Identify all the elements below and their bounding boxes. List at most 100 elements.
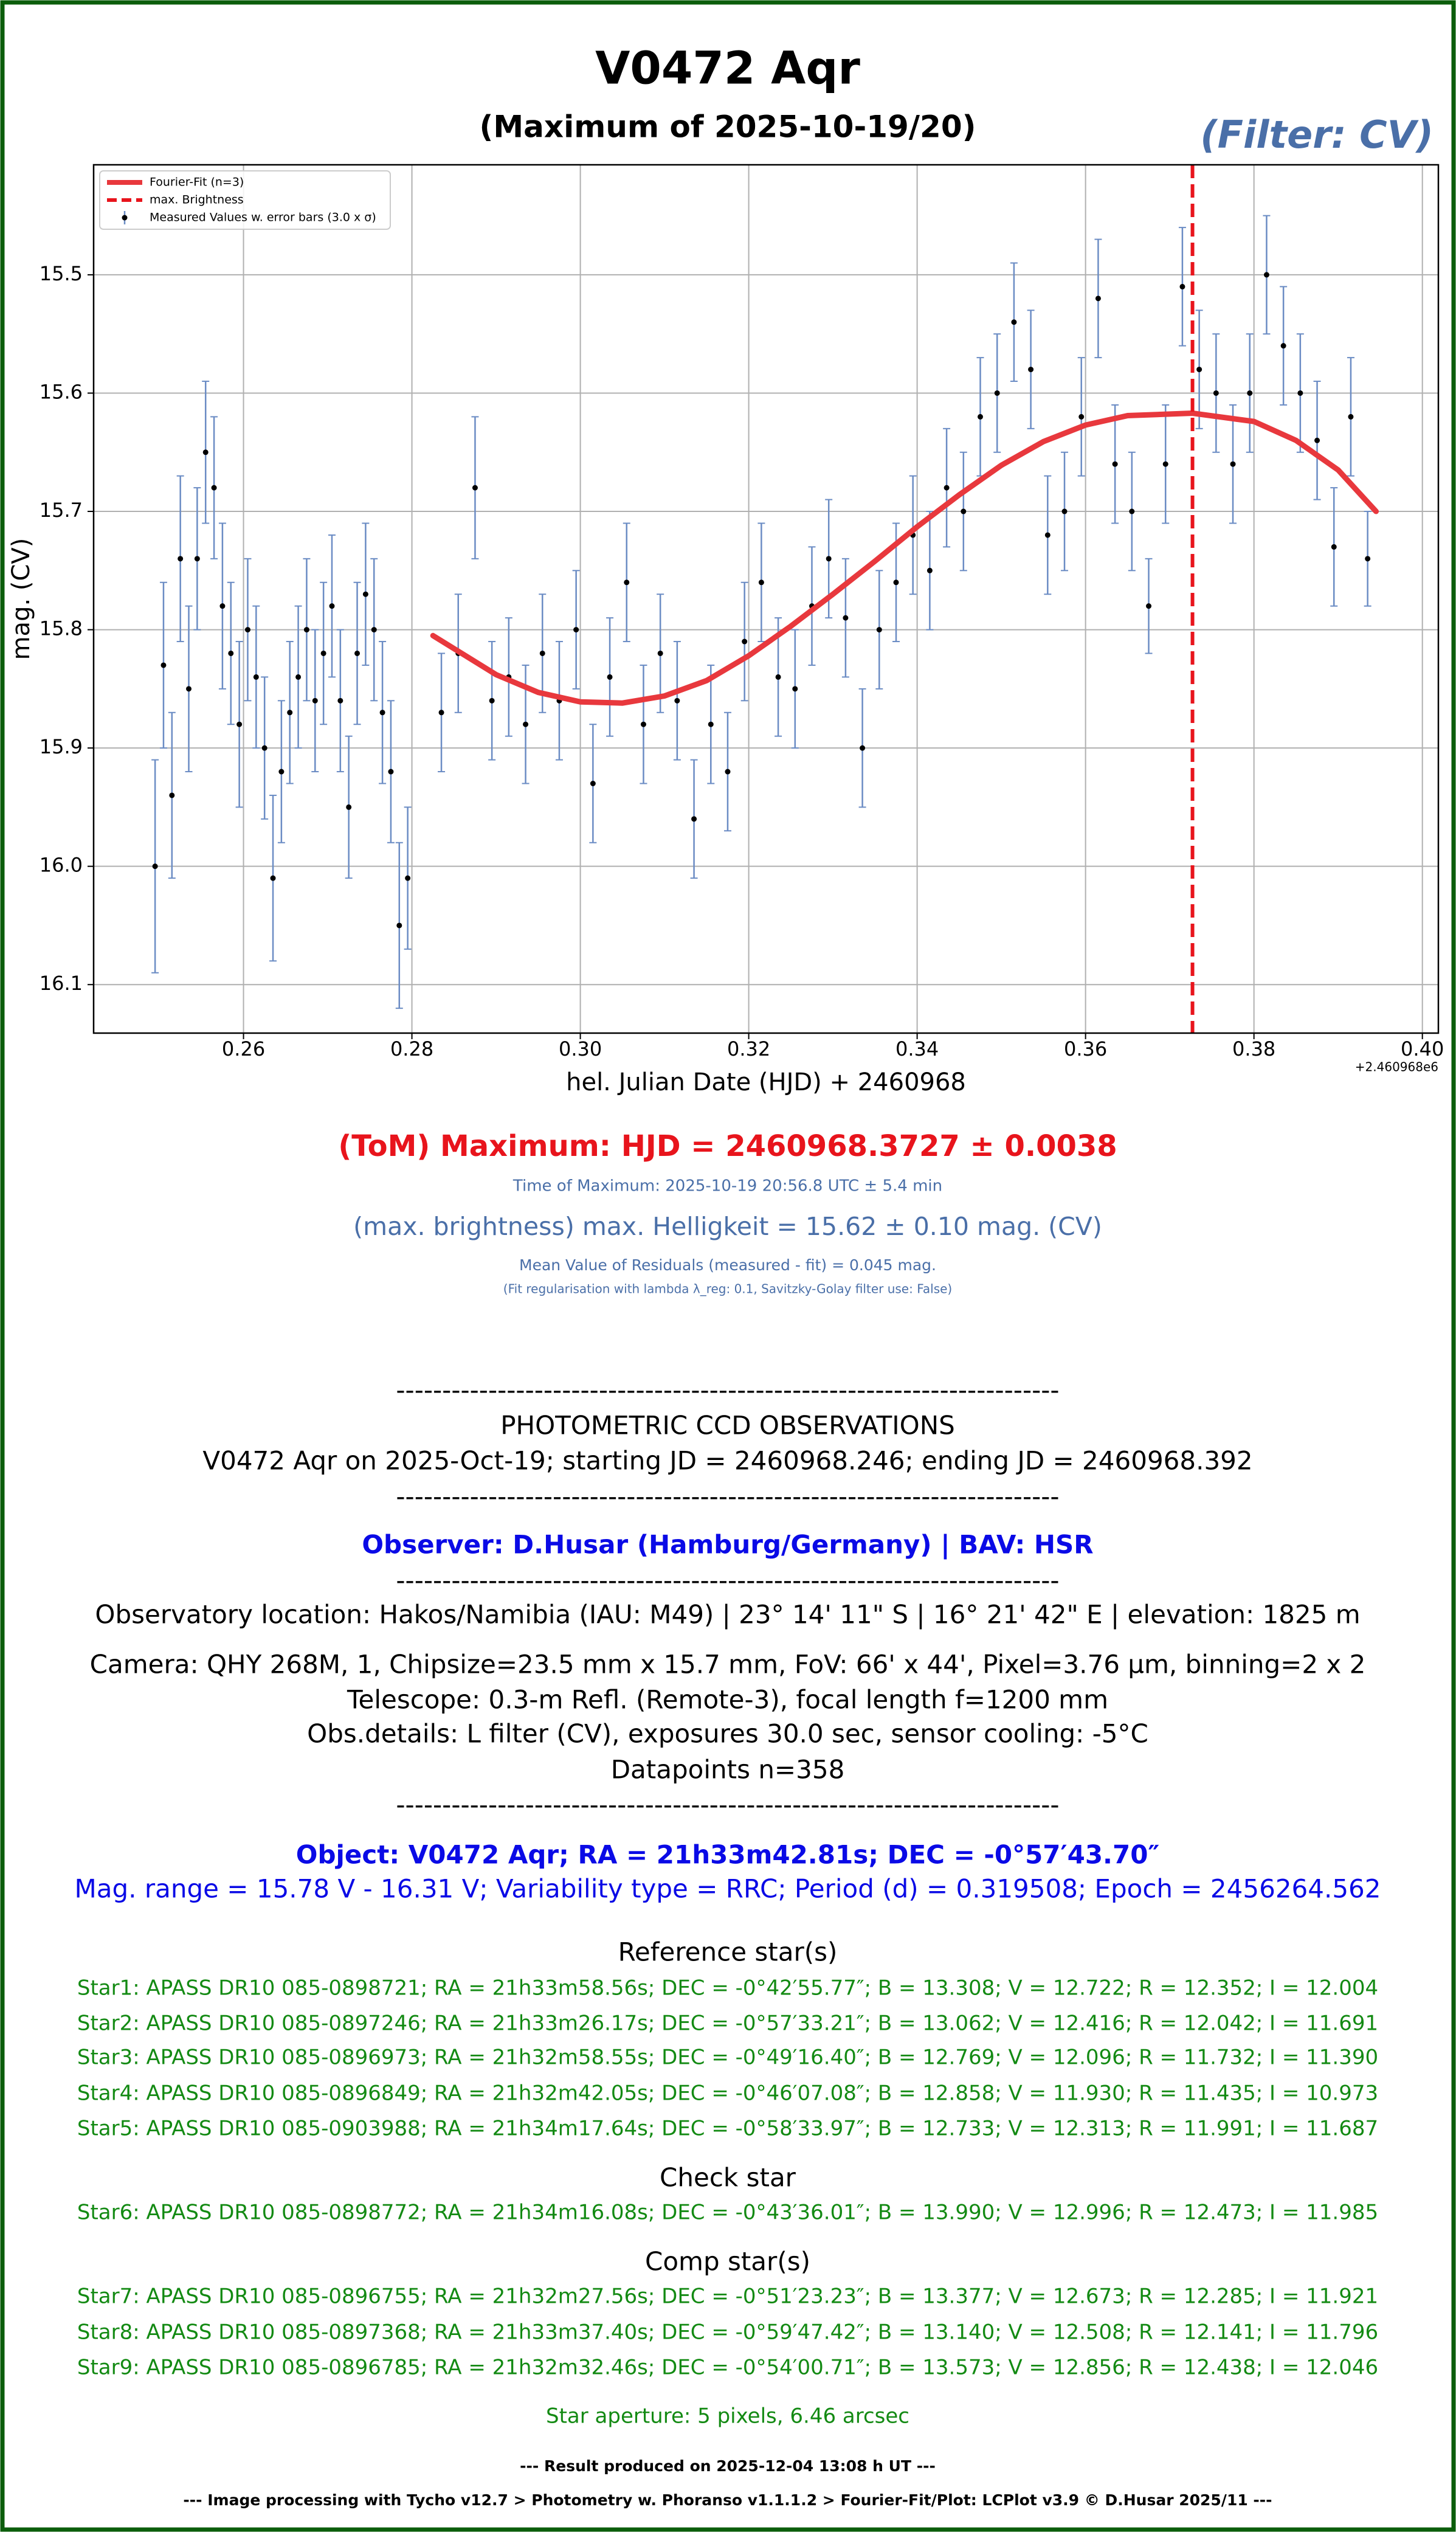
point — [590, 780, 596, 786]
point — [489, 697, 495, 704]
x-tick-label: 0.34 — [895, 1037, 939, 1060]
point — [978, 413, 984, 420]
point — [261, 745, 267, 751]
x-tick-label: 0.32 — [727, 1037, 770, 1060]
point — [1331, 544, 1337, 550]
comp-heading: Comp star(s) — [645, 2247, 810, 2277]
point — [1247, 390, 1253, 396]
point — [337, 697, 343, 704]
point — [1196, 367, 1202, 373]
legend-label: Fourier-Fit (n=3) — [150, 176, 244, 189]
point — [1314, 437, 1320, 443]
x-tick-label: 0.30 — [559, 1037, 602, 1060]
point — [1061, 508, 1068, 514]
legend-box — [99, 170, 391, 230]
point — [388, 769, 394, 775]
separator: ----------------------------------------… — [396, 1566, 1059, 1596]
point — [691, 816, 697, 822]
brightness: (max. brightness) max. Helligkeit = 15.6… — [353, 1212, 1102, 1241]
star: Star7: APASS DR10 085-0896755; RA = 21h3… — [77, 2285, 1378, 2309]
point — [1162, 461, 1168, 467]
y-tick-label: 16.1 — [40, 972, 83, 995]
point — [708, 721, 714, 727]
legend-symbol — [122, 215, 128, 221]
point — [1365, 556, 1371, 562]
y-tick-label: 15.7 — [40, 499, 83, 522]
point — [607, 674, 613, 680]
point — [236, 721, 243, 727]
star: Star3: APASS DR10 085-0896973; RA = 21h3… — [77, 2046, 1378, 2070]
object: Object: V0472 Aqr; RA = 21h33m42.81s; DE… — [296, 1840, 1159, 1870]
credits: --- Image processing with Tycho v12.7 > … — [183, 2491, 1272, 2509]
point — [472, 485, 478, 491]
star: Star6: APASS DR10 085-0898772; RA = 21h3… — [77, 2201, 1378, 2225]
point — [843, 615, 849, 621]
point — [640, 721, 646, 727]
point — [178, 556, 184, 562]
star: Star2: APASS DR10 085-0897246; RA = 21h3… — [77, 2011, 1378, 2036]
point — [539, 650, 545, 656]
point — [725, 769, 731, 775]
point — [792, 686, 798, 692]
star: Star5: APASS DR10 085-0903988; RA = 21h3… — [77, 2117, 1378, 2141]
point — [160, 662, 167, 668]
separator: ----------------------------------------… — [396, 1790, 1059, 1820]
y-axis-label: mag. (CV) — [7, 538, 35, 660]
point — [826, 556, 832, 562]
point — [320, 650, 326, 656]
legend-label: max. Brightness — [150, 193, 244, 207]
point — [438, 710, 444, 716]
point — [961, 508, 967, 514]
y-tick-label: 15.6 — [40, 380, 83, 403]
x-tick-label: 0.26 — [222, 1037, 265, 1060]
star: Star8: APASS DR10 085-0897368; RA = 21h3… — [77, 2320, 1378, 2345]
legend-label: Measured Values w. error bars (3.0 x σ) — [150, 211, 376, 224]
point — [354, 650, 361, 656]
x-tick-label: 0.40 — [1401, 1037, 1444, 1060]
point — [1297, 390, 1303, 396]
point — [396, 922, 402, 929]
point — [893, 579, 899, 586]
point — [1044, 532, 1051, 538]
point — [758, 579, 764, 586]
star: Star4: APASS DR10 085-0896849; RA = 21h3… — [77, 2081, 1378, 2106]
point — [186, 686, 192, 692]
point — [379, 710, 385, 716]
camera: Camera: QHY 268M, 1, Chipsize=23.5 mm x … — [90, 1650, 1366, 1679]
point — [1263, 272, 1269, 278]
telescope: Telescope: 0.3-m Refl. (Remote-3), focal… — [347, 1685, 1108, 1715]
point — [1146, 603, 1152, 609]
run: V0472 Aqr on 2025-Oct-19; starting JD = … — [202, 1446, 1252, 1476]
point — [169, 792, 175, 798]
point — [1011, 319, 1017, 325]
point — [1179, 283, 1185, 289]
point — [194, 556, 200, 562]
point — [775, 674, 781, 680]
point — [994, 390, 1000, 396]
plot-frame — [92, 164, 1440, 1034]
details: Obs.details: L filter (CV), exposures 30… — [307, 1719, 1148, 1749]
observer: Observer: D.Husar (Hamburg/Germany) | BA… — [362, 1530, 1093, 1560]
point — [1280, 343, 1286, 349]
residuals: Mean Value of Residuals (measured - fit)… — [519, 1256, 936, 1274]
point — [674, 697, 680, 704]
point — [1078, 413, 1085, 420]
point — [219, 603, 226, 609]
point — [742, 638, 748, 645]
time-of-maximum: Time of Maximum: 2025-10-19 20:56.8 UTC … — [512, 1177, 942, 1195]
point — [211, 485, 217, 491]
x-axis-label: hel. Julian Date (HJD) + 2460968 — [566, 1068, 966, 1096]
separator: ----------------------------------------… — [396, 1482, 1059, 1512]
maximum: (ToM) Maximum: HJD = 2460968.3727 ± 0.00… — [338, 1129, 1117, 1163]
point — [270, 875, 276, 881]
y-tick-label: 15.9 — [40, 735, 83, 758]
point — [312, 697, 318, 704]
star: Star1: APASS DR10 085-0898721; RA = 21h3… — [77, 1976, 1378, 2001]
point — [1213, 390, 1219, 396]
point — [1028, 367, 1034, 373]
point — [624, 579, 630, 586]
chart-title: V0472 Aqr — [595, 43, 860, 95]
point — [295, 674, 302, 680]
